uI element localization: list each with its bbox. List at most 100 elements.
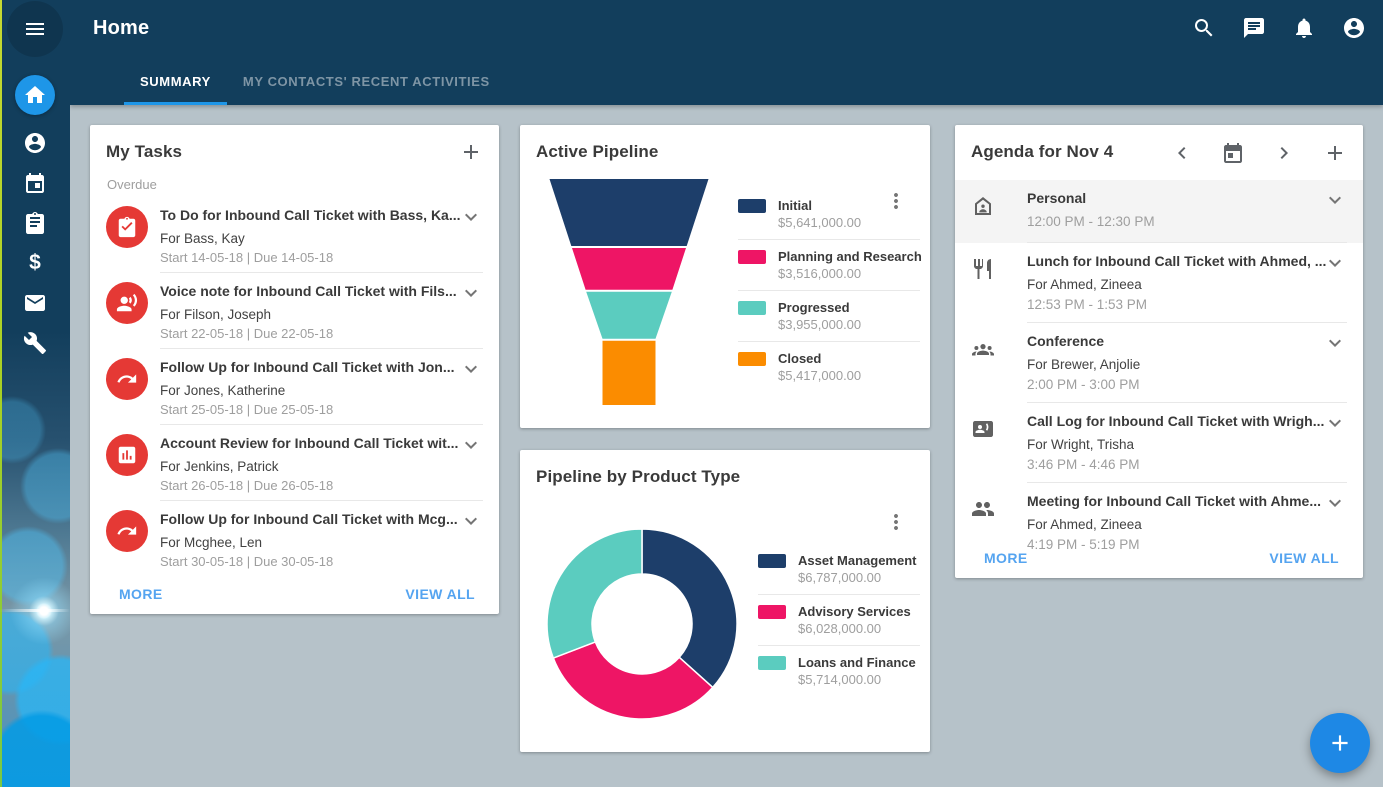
agenda-time: 12:00 PM - 12:30 PM	[1027, 214, 1155, 229]
task-row: Follow Up for Inbound Call Ticket with J…	[90, 349, 499, 425]
agenda-time: 4:19 PM - 5:19 PM	[1027, 537, 1140, 552]
active-pipeline-title: Active Pipeline	[536, 142, 659, 161]
expand-chevron-icon[interactable]	[459, 357, 483, 381]
task-body: Account Review for Inbound Call Ticket w…	[160, 425, 483, 501]
tasks-more-link[interactable]: MORE	[119, 586, 163, 602]
legend-label: Asset Management	[798, 553, 917, 568]
agenda-body: Conference For Brewer, Anjolie 2:00 PM - 3…	[1027, 323, 1347, 403]
search-icon[interactable]	[1192, 16, 1216, 40]
expand-chevron-icon[interactable]	[459, 205, 483, 229]
sidebar-item-tools[interactable]	[23, 331, 47, 355]
task-dates: Start 26-05-18 | Due 26-05-18	[160, 478, 334, 493]
legend-label: Loans and Finance	[798, 655, 916, 670]
add-event-plus-icon[interactable]	[1323, 141, 1347, 165]
sidebar-item-finance[interactable]: $	[23, 251, 47, 275]
legend-value: $6,787,000.00	[798, 570, 882, 585]
agenda-for-line: For Ahmed, Zineea	[1027, 517, 1142, 532]
task-type-badge	[106, 510, 148, 552]
tab-summary[interactable]: SUMMARY	[124, 61, 227, 105]
person-icon	[23, 131, 47, 155]
pipeline-by-product-title: Pipeline by Product Type	[536, 467, 741, 486]
expand-chevron-icon[interactable]	[459, 509, 483, 533]
legend-label: Closed	[778, 351, 822, 366]
legend-value: $6,028,000.00	[798, 621, 882, 636]
personal-icon	[971, 194, 995, 218]
chevron-right-icon[interactable]	[1272, 141, 1296, 165]
sidebar-item-mail[interactable]	[23, 291, 47, 315]
task-type-badge	[106, 282, 148, 324]
task-for-line: For Jones, Katherine	[160, 383, 286, 398]
menu-icon[interactable]	[23, 17, 47, 41]
sidebar-item-home[interactable]	[15, 75, 55, 115]
legend-texts: Closed $5,417,000.00	[778, 350, 861, 384]
expand-chevron-icon[interactable]	[1323, 251, 1347, 275]
sidebar-item-calendar[interactable]	[23, 171, 47, 195]
home-icon	[23, 83, 47, 107]
expand-chevron-icon[interactable]	[459, 281, 483, 305]
sidebar-item-tasks[interactable]	[23, 211, 47, 235]
task-for-line: For Bass, Kay	[160, 231, 245, 246]
legend-texts: Progressed $3,955,000.00	[778, 299, 861, 333]
legend-item: Loans and Finance $5,714,000.00	[758, 646, 920, 696]
legend-label: Initial	[778, 198, 812, 213]
legend-swatch	[738, 199, 766, 213]
plus-icon	[1327, 730, 1353, 756]
my-tasks-card: My Tasks Overdue To Do for Inbound Call …	[90, 125, 499, 614]
agenda-item-title: Meeting for Inbound Call Ticket with Ahm…	[1027, 493, 1322, 509]
clipboard-icon	[23, 211, 47, 235]
expand-chevron-icon[interactable]	[1323, 491, 1347, 515]
task-row: Account Review for Inbound Call Ticket w…	[90, 425, 499, 501]
task-title: Follow Up for Inbound Call Ticket with J…	[160, 359, 455, 375]
overdue-label: Overdue	[107, 177, 157, 192]
donut-segment-2	[546, 528, 643, 660]
voice-note-icon	[116, 292, 138, 314]
account-icon[interactable]	[1342, 16, 1366, 40]
notifications-bell-icon[interactable]	[1292, 16, 1316, 40]
my-tasks-footer: MORE VIEW ALL	[90, 574, 499, 614]
legend-texts: Planning and Research $3,516,000.00	[778, 248, 922, 282]
task-dates: Start 22-05-18 | Due 22-05-18	[160, 326, 334, 341]
agenda-item-title: Conference	[1027, 333, 1105, 349]
agenda-body: Personal 12:00 PM - 12:30 PM	[1027, 180, 1347, 243]
app-header: Home SUMMARY MY CONTACTS' RECENT ACTIVIT…	[70, 0, 1383, 105]
legend-item: Planning and Research $3,516,000.00	[738, 240, 922, 291]
calendar-icon	[23, 171, 47, 195]
chart-options-kebab-icon[interactable]	[884, 189, 908, 213]
dollar-icon: $	[29, 251, 41, 274]
task-list: To Do for Inbound Call Ticket with Bass,…	[90, 197, 499, 577]
agenda-more-link[interactable]: MORE	[984, 550, 1028, 566]
sidebar-item-contacts[interactable]	[23, 131, 47, 155]
main-content: My Tasks Overdue To Do for Inbound Call …	[70, 105, 1383, 787]
active-pipeline-card: Active Pipeline Initial $5,641,000.00 Plan…	[520, 125, 930, 428]
agenda-view-all-link[interactable]: VIEW ALL	[1269, 550, 1339, 566]
chat-icon[interactable]	[1242, 16, 1266, 40]
legend-swatch	[758, 605, 786, 619]
tab-bar: SUMMARY MY CONTACTS' RECENT ACTIVITIES	[124, 61, 506, 105]
expand-chevron-icon[interactable]	[1323, 188, 1347, 212]
donut-legend: Asset Management $6,787,000.00 Advisory Se…	[758, 544, 920, 696]
agenda-time: 3:46 PM - 4:46 PM	[1027, 457, 1140, 472]
fab-add-button[interactable]	[1310, 713, 1370, 773]
task-body: Follow Up for Inbound Call Ticket with M…	[160, 501, 483, 577]
legend-value: $3,955,000.00	[778, 317, 862, 332]
sidebar: $	[0, 0, 70, 787]
expand-chevron-icon[interactable]	[1323, 331, 1347, 355]
agenda-card: Agenda for Nov 4 Personal 12:00 PM - 12:3…	[955, 125, 1363, 578]
legend-label: Progressed	[778, 300, 850, 315]
lunch-icon	[971, 257, 995, 281]
agenda-row: Personal 12:00 PM - 12:30 PM	[955, 180, 1363, 243]
funnel-segment-3	[602, 340, 656, 405]
legend-item: Advisory Services $6,028,000.00	[758, 595, 920, 646]
task-dates: Start 25-05-18 | Due 25-05-18	[160, 402, 334, 417]
chevron-left-icon[interactable]	[1170, 141, 1194, 165]
chart-options-kebab-icon[interactable]	[884, 510, 908, 534]
agenda-item-title: Personal	[1027, 190, 1087, 206]
add-task-plus-icon[interactable]	[459, 140, 483, 164]
agenda-list: Personal 12:00 PM - 12:30 PM Lunch for Inb…	[955, 180, 1363, 562]
funnel-chart	[534, 179, 724, 416]
tasks-view-all-link[interactable]: VIEW ALL	[405, 586, 475, 602]
expand-chevron-icon[interactable]	[459, 433, 483, 457]
expand-chevron-icon[interactable]	[1323, 411, 1347, 435]
calendar-icon[interactable]	[1221, 141, 1245, 165]
tab-recent-activities[interactable]: MY CONTACTS' RECENT ACTIVITIES	[242, 74, 490, 89]
